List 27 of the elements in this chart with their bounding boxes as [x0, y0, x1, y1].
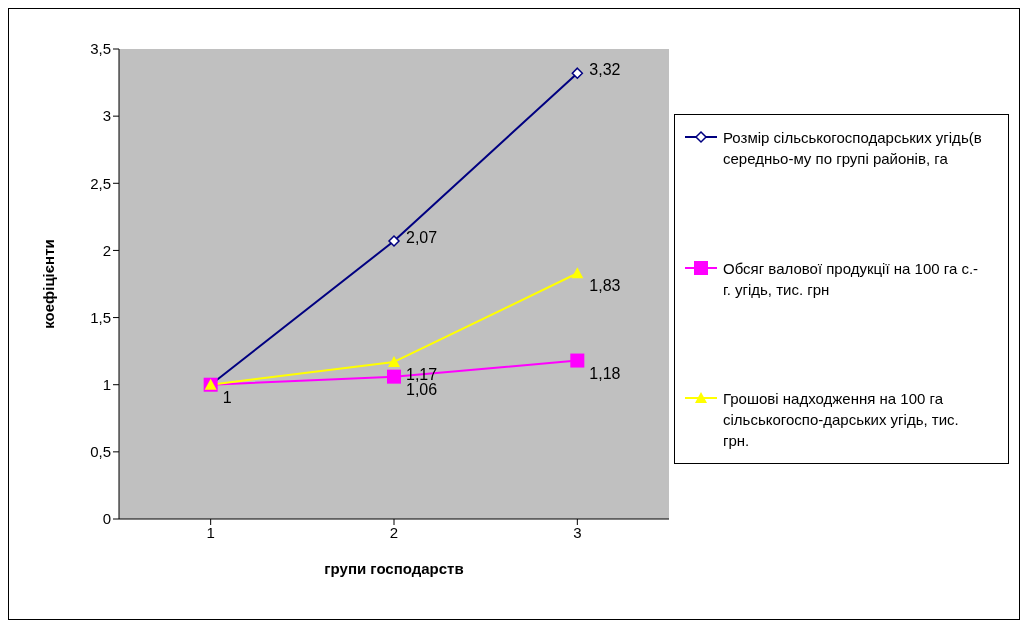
y-tick-label: 3,5	[90, 40, 111, 58]
x-tick-label: 2	[389, 523, 399, 541]
y-tick-label: 2,5	[90, 174, 111, 192]
legend-label: Розмір сільськогосподарських угідь(в середньо-му по групі районів, га	[723, 128, 983, 169]
x-axis-title: групи господарств	[324, 560, 464, 577]
y-tick-label: 1,5	[90, 308, 111, 326]
x-tick-label: 3	[573, 523, 582, 541]
legend-label: Обсяг валової продукції на 100 га с.-г. угідь, тис. грн	[723, 258, 980, 300]
data-label: 1,83	[589, 277, 621, 295]
point	[571, 67, 584, 79]
y-tick-label: 2	[102, 241, 111, 259]
y-tick-label: 0,5	[90, 443, 111, 461]
point	[570, 353, 585, 368]
point	[388, 355, 400, 367]
x-tick-label: 1	[206, 523, 215, 541]
data-label: 1	[222, 388, 232, 406]
legend-label: Грошові надходження на 100 га сільськогоспо-дарських угідь, тис. грн.	[723, 389, 960, 451]
point	[388, 235, 400, 247]
y-tick-label: 0	[102, 510, 111, 528]
point	[387, 369, 401, 384]
data-label: 2,07	[406, 229, 438, 247]
point	[571, 267, 584, 279]
y-tick-label: 1	[102, 376, 111, 394]
y-tick-label: 3	[102, 107, 111, 125]
data-label: 3,32	[589, 61, 621, 79]
y-axis-title: коефіцієнти	[40, 239, 58, 329]
data-label: 1,18	[589, 364, 621, 382]
